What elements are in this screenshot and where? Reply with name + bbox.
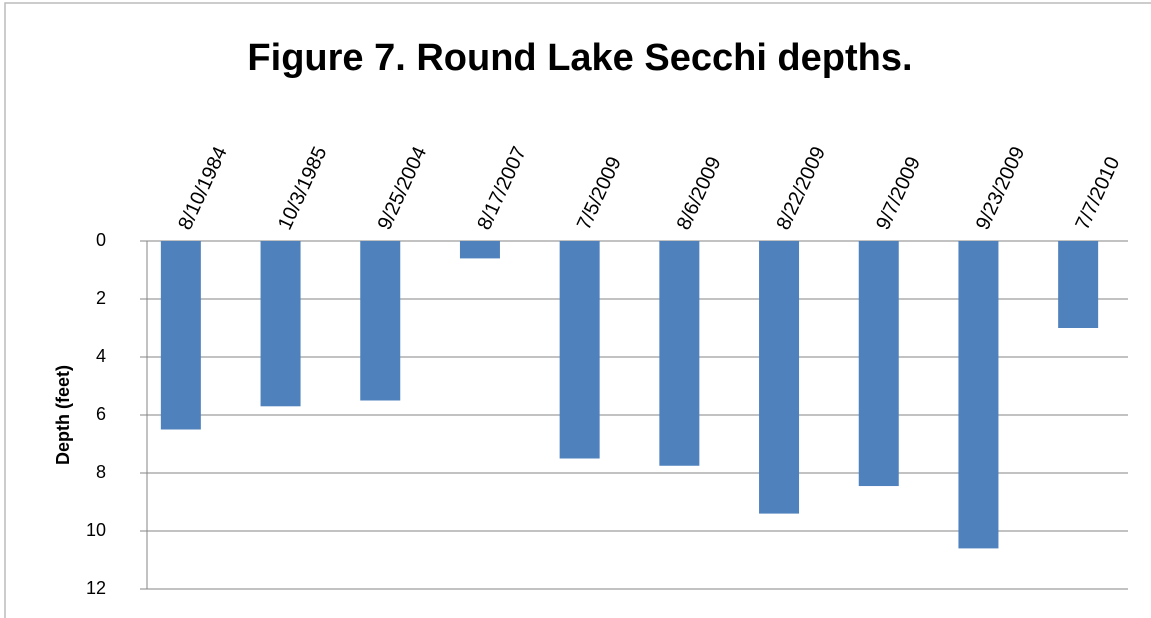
- bar: [160, 241, 201, 430]
- y-axis-label: Depth (feet): [53, 365, 73, 465]
- chart-title: Figure 7. Round Lake Secchi depths.: [247, 37, 912, 79]
- x-tick-label: 9/7/2009: [872, 153, 925, 233]
- bar: [459, 241, 500, 259]
- y-tick-label: 12: [86, 578, 106, 598]
- bar: [858, 241, 899, 487]
- bar: [1058, 241, 1099, 328]
- bar: [958, 241, 999, 549]
- bar: [759, 241, 800, 514]
- chart-border: [4, 2, 1151, 618]
- y-tick-label: 2: [96, 288, 106, 308]
- x-tick-label: 9/23/2009: [972, 143, 1030, 233]
- x-tick-label: 8/6/2009: [673, 153, 726, 233]
- bar: [260, 241, 301, 407]
- y-tick-label: 4: [96, 346, 106, 366]
- bar: [559, 241, 600, 459]
- x-tick-label: 8/22/2009: [772, 143, 830, 233]
- x-tick-label: 8/17/2007: [473, 143, 531, 233]
- x-tick-label: 8/10/1984: [174, 143, 232, 233]
- bar: [659, 241, 700, 466]
- y-tick-label: 6: [96, 404, 106, 424]
- x-tick-label: 7/7/2010: [1072, 153, 1125, 233]
- x-tick-label: 7/5/2009: [573, 153, 626, 233]
- bar: [360, 241, 401, 401]
- y-tick-label: 0: [96, 230, 106, 250]
- y-tick-label: 8: [96, 462, 106, 482]
- x-tick-label: 10/3/1985: [274, 143, 332, 233]
- y-tick-label: 10: [86, 520, 106, 540]
- x-tick-label: 9/25/2004: [374, 143, 432, 233]
